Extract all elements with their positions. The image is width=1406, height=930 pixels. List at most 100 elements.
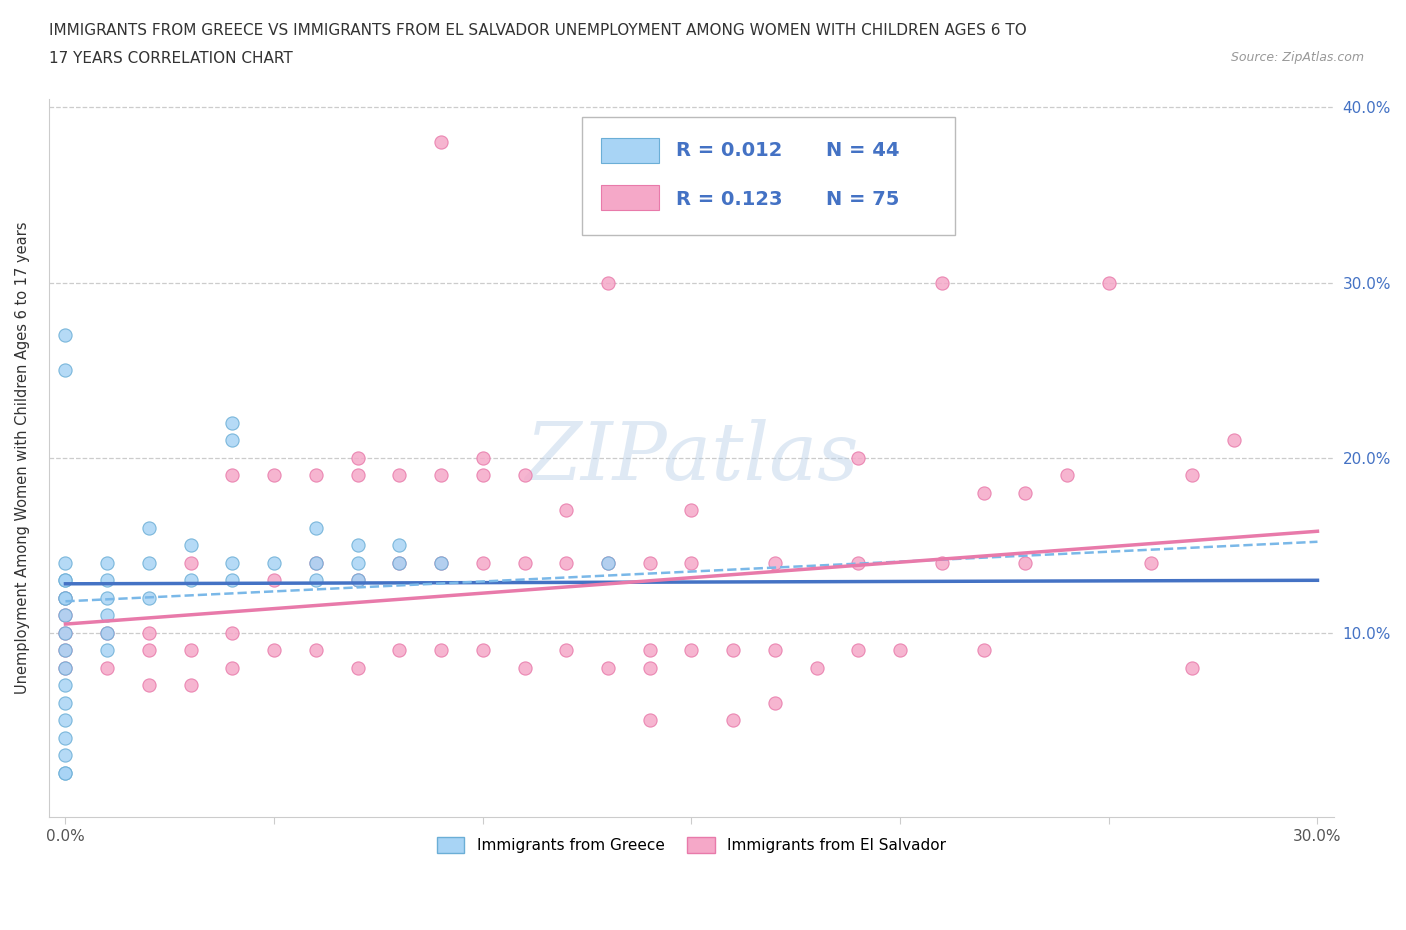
FancyBboxPatch shape: [582, 116, 955, 235]
Point: [638, 660, 661, 675]
Text: R = 0.123: R = 0.123: [676, 190, 783, 208]
Point: [721, 643, 744, 658]
Point: [180, 678, 202, 693]
Point: [806, 660, 828, 675]
Point: [55, 573, 77, 588]
Point: [55, 643, 77, 658]
Point: [555, 643, 578, 658]
Point: [1181, 660, 1204, 675]
Point: [221, 415, 243, 430]
Point: [430, 468, 453, 483]
Point: [55, 765, 77, 780]
Point: [96, 573, 118, 588]
Point: [180, 555, 202, 570]
Text: IMMIGRANTS FROM GREECE VS IMMIGRANTS FROM EL SALVADOR UNEMPLOYMENT AMONG WOMEN W: IMMIGRANTS FROM GREECE VS IMMIGRANTS FRO…: [49, 23, 1026, 38]
Point: [55, 363, 77, 378]
Point: [388, 643, 411, 658]
Point: [221, 432, 243, 447]
Point: [596, 555, 619, 570]
Point: [681, 555, 703, 570]
Point: [305, 643, 328, 658]
Point: [513, 660, 536, 675]
Point: [55, 660, 77, 675]
Point: [55, 591, 77, 605]
Point: [221, 625, 243, 640]
Point: [931, 555, 953, 570]
Point: [471, 555, 494, 570]
Point: [889, 643, 911, 658]
Point: [55, 625, 77, 640]
Point: [55, 327, 77, 342]
Point: [555, 555, 578, 570]
Text: N = 75: N = 75: [827, 190, 900, 208]
Point: [763, 555, 786, 570]
Point: [973, 485, 995, 500]
Point: [305, 555, 328, 570]
Point: [346, 660, 368, 675]
Point: [346, 573, 368, 588]
Point: [721, 713, 744, 728]
Point: [138, 678, 160, 693]
Point: [138, 643, 160, 658]
Point: [180, 573, 202, 588]
Point: [221, 660, 243, 675]
Point: [430, 643, 453, 658]
Point: [55, 608, 77, 623]
Point: [1181, 468, 1204, 483]
Point: [848, 643, 870, 658]
Point: [305, 573, 328, 588]
Point: [346, 555, 368, 570]
Point: [221, 573, 243, 588]
Point: [305, 520, 328, 535]
Point: [55, 643, 77, 658]
Point: [346, 538, 368, 552]
Point: [55, 765, 77, 780]
Point: [763, 696, 786, 711]
Y-axis label: Unemployment Among Women with Children Ages 6 to 17 years: Unemployment Among Women with Children A…: [15, 221, 30, 694]
Point: [55, 748, 77, 763]
Point: [221, 468, 243, 483]
FancyBboxPatch shape: [602, 139, 659, 164]
FancyBboxPatch shape: [602, 185, 659, 210]
Point: [55, 660, 77, 675]
Legend: Immigrants from Greece, Immigrants from El Salvador: Immigrants from Greece, Immigrants from …: [430, 831, 952, 859]
Point: [430, 555, 453, 570]
Point: [55, 625, 77, 640]
Text: 17 YEARS CORRELATION CHART: 17 YEARS CORRELATION CHART: [49, 51, 292, 66]
Point: [388, 555, 411, 570]
Point: [596, 555, 619, 570]
Point: [55, 591, 77, 605]
Point: [638, 713, 661, 728]
Point: [430, 555, 453, 570]
Point: [96, 625, 118, 640]
Point: [138, 591, 160, 605]
Point: [263, 643, 285, 658]
Point: [638, 555, 661, 570]
Point: [681, 643, 703, 658]
Point: [471, 468, 494, 483]
Point: [638, 643, 661, 658]
Point: [180, 643, 202, 658]
Point: [221, 555, 243, 570]
Point: [96, 608, 118, 623]
Point: [55, 591, 77, 605]
Point: [596, 275, 619, 290]
Point: [55, 730, 77, 745]
Point: [596, 660, 619, 675]
Point: [931, 275, 953, 290]
Point: [1098, 275, 1121, 290]
Point: [55, 573, 77, 588]
Text: Source: ZipAtlas.com: Source: ZipAtlas.com: [1230, 51, 1364, 64]
Point: [848, 555, 870, 570]
Point: [1056, 468, 1078, 483]
Point: [388, 468, 411, 483]
Point: [263, 555, 285, 570]
Point: [346, 573, 368, 588]
Point: [471, 450, 494, 465]
Point: [180, 538, 202, 552]
Point: [263, 573, 285, 588]
Point: [388, 538, 411, 552]
Point: [305, 555, 328, 570]
Point: [1223, 432, 1246, 447]
Point: [305, 468, 328, 483]
